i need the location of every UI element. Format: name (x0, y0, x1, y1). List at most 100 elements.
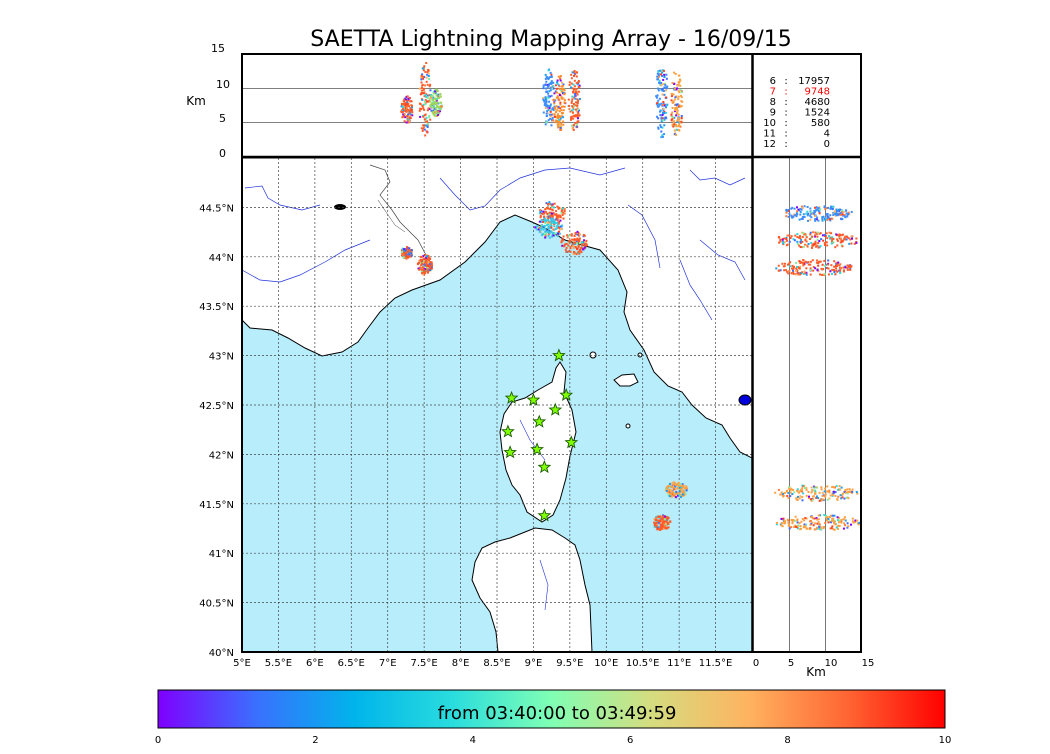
map-source-point (539, 212, 542, 215)
side-source-point (816, 522, 819, 525)
top-source-point (576, 104, 579, 107)
top-source-point (423, 128, 426, 131)
side-source-point (799, 235, 802, 238)
map-source-point (666, 488, 669, 491)
top-source-point (430, 97, 433, 100)
side-source-point (788, 240, 791, 243)
side-source-point (788, 486, 791, 489)
map-source-point (553, 202, 556, 205)
top-source-point (542, 84, 545, 87)
top-source-point (561, 97, 564, 100)
top-source-point (665, 87, 668, 90)
top-source-point (402, 113, 405, 116)
side-source-point (835, 485, 838, 488)
map-source-point (681, 483, 684, 486)
top-source-point (433, 107, 436, 110)
map-source-point (541, 220, 544, 223)
top-source-point (426, 131, 429, 134)
side-source-point (837, 521, 840, 524)
side-source-point (835, 214, 838, 217)
top-source-point (673, 129, 676, 132)
map-source-point (581, 241, 584, 244)
side-source-point (831, 268, 834, 271)
top-source-point (424, 124, 427, 127)
side-source-point (791, 216, 794, 219)
top-source-point (661, 103, 664, 106)
top-source-point (549, 110, 552, 113)
side-source-point (845, 238, 848, 241)
top-source-point (422, 66, 425, 69)
side-source-point (802, 213, 805, 216)
top-source-point (406, 95, 409, 98)
top-source-point (665, 73, 668, 76)
top-source-point (544, 77, 547, 80)
top-source-point (437, 105, 440, 108)
side-source-point (782, 492, 785, 495)
map-source-point (556, 217, 559, 220)
side-source-point (796, 210, 799, 213)
top-source-point (550, 81, 553, 84)
top-source-point (436, 90, 439, 93)
map-source-point (657, 522, 660, 525)
side-source-point (818, 232, 821, 235)
side-source-point (800, 205, 803, 208)
top-source-point (578, 84, 581, 87)
map-source-point (576, 233, 579, 236)
side-source-point (798, 267, 801, 270)
side-source-point (816, 244, 819, 247)
map-source-point (407, 256, 410, 259)
side-source-point (815, 218, 818, 221)
side-source-point (838, 235, 841, 238)
side-source-point (789, 495, 792, 498)
map-source-point (572, 244, 575, 247)
side-source-point (821, 263, 824, 266)
side-source-point (796, 266, 799, 269)
top-source-point (409, 100, 412, 103)
side-source-point (817, 246, 820, 249)
map-source-point (572, 253, 575, 256)
side-source-point (796, 233, 799, 236)
side-source-point (839, 263, 842, 266)
top-source-point (550, 124, 553, 127)
top-source-point (434, 97, 437, 100)
top-source-point (655, 96, 658, 99)
side-source-point (818, 523, 821, 526)
map-source-point (661, 520, 664, 523)
side-source-point (787, 272, 790, 275)
top-source-point (434, 114, 437, 117)
top-source-point (657, 126, 660, 129)
side-source-point (791, 522, 794, 525)
bolsena-lake (738, 394, 752, 406)
side-source-point (796, 490, 799, 493)
top-source-point (405, 95, 408, 98)
side-source-point (798, 260, 801, 263)
side-source-point (813, 492, 816, 495)
top-source-point (403, 103, 406, 106)
map-source-point (544, 232, 547, 235)
top-source-point (679, 89, 682, 92)
side-source-point (785, 236, 788, 239)
side-source-point (799, 261, 802, 264)
map-source-point (425, 254, 428, 257)
top-source-point (420, 92, 423, 95)
side-source-point (811, 246, 814, 249)
top-source-point (548, 95, 551, 98)
side-source-point (844, 266, 847, 269)
top-source-point (676, 97, 679, 100)
top-source-point (557, 105, 560, 108)
map-source-point (430, 262, 433, 265)
side-source-point (806, 245, 809, 248)
map-source-point (547, 216, 550, 219)
map-source-point (403, 248, 406, 251)
map-source-point (570, 233, 573, 236)
top-source-point (662, 100, 665, 103)
side-source-point (825, 207, 828, 210)
map-grid (242, 158, 752, 652)
map-source-point (567, 241, 570, 244)
map-source-point (674, 485, 677, 488)
top-source-point (549, 105, 552, 108)
side-source-point (831, 525, 834, 528)
top-ylabel: Km (186, 94, 206, 108)
map-source-point (572, 250, 575, 253)
side-source-point (805, 527, 808, 530)
